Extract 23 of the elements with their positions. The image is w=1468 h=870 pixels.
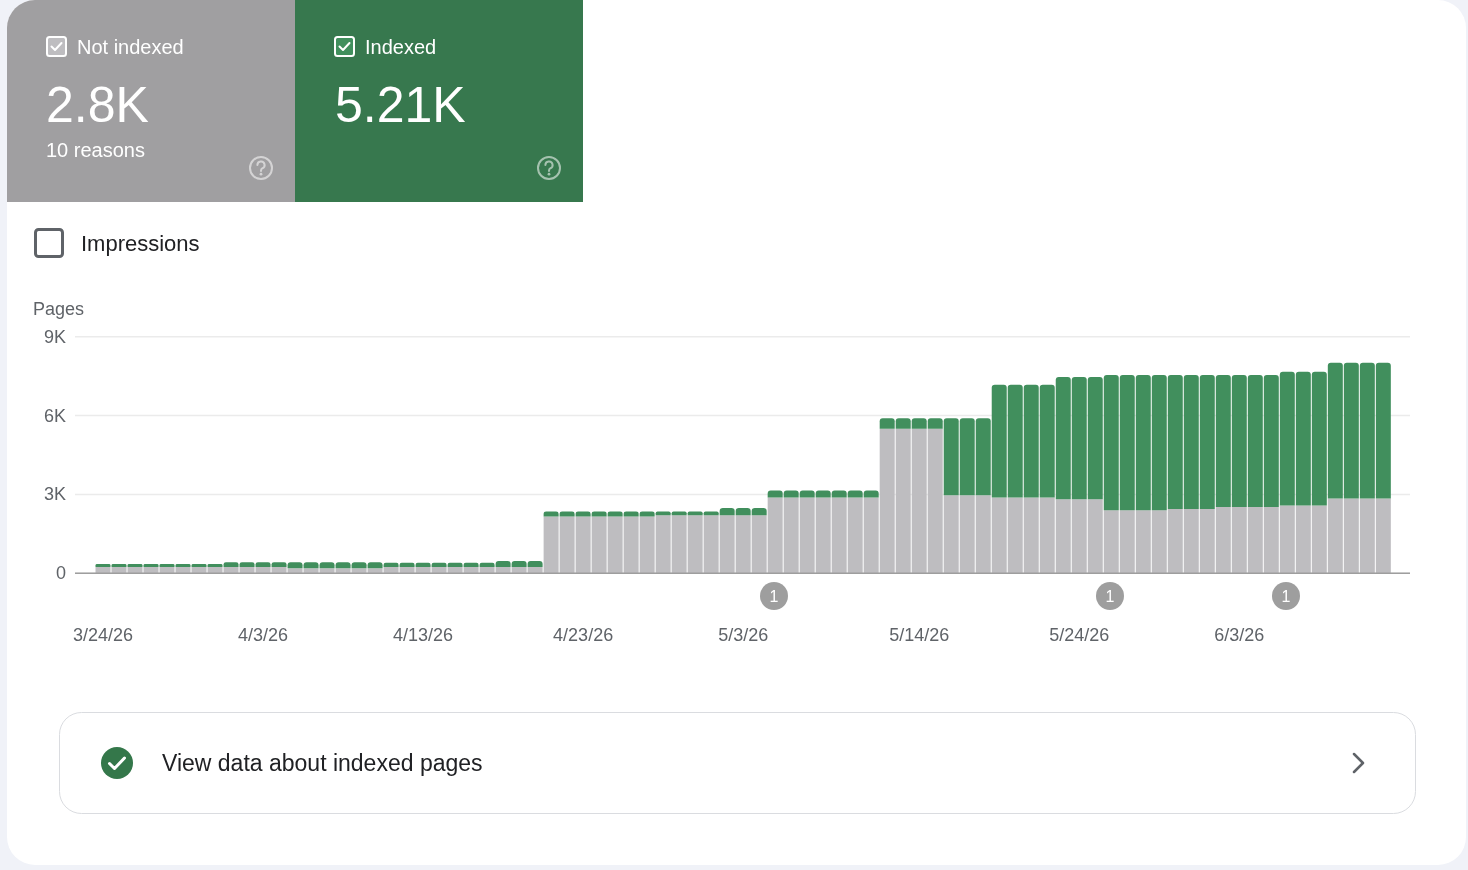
- legend-label: Not indexed: [77, 36, 184, 58]
- y-tick-label: 6K: [43, 405, 66, 426]
- text: Impressions: [81, 230, 200, 256]
- y-tick-label: 3K: [43, 484, 66, 505]
- text: View data about indexed pages: [162, 750, 483, 776]
- text: 2.8K: [46, 77, 149, 133]
- x-tick-label: 4/23/26: [553, 625, 614, 645]
- text: 1: [1281, 587, 1291, 605]
- text: 10 reasons: [46, 139, 145, 161]
- x-tick-label: 5/3/26: [718, 625, 769, 645]
- x-tick-label: 6/3/26: [1214, 625, 1265, 645]
- x-tick-label: 3/24/26: [72, 625, 134, 645]
- x-tick-label: 5/14/26: [889, 625, 950, 645]
- x-tick-label: 4/13/26: [393, 625, 454, 645]
- x-tick-label: 5/24/26: [1049, 625, 1110, 645]
- x-tick-label: 4/3/26: [238, 625, 289, 645]
- text: 5.21K: [335, 77, 466, 133]
- text: 1: [769, 587, 779, 605]
- y-axis-title: Pages: [33, 299, 85, 319]
- y-tick-label: 0: [55, 563, 66, 584]
- text: 1: [1105, 587, 1115, 605]
- legend-label: Indexed: [365, 36, 437, 58]
- y-tick-label: 9K: [43, 326, 66, 347]
